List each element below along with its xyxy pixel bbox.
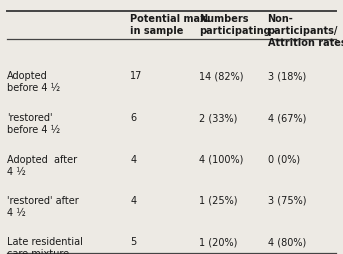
Text: 14 (82%): 14 (82%) bbox=[199, 71, 244, 81]
Text: 4: 4 bbox=[130, 196, 137, 205]
Text: 5: 5 bbox=[130, 237, 137, 247]
Text: 0 (0%): 0 (0%) bbox=[268, 155, 300, 165]
Text: Adopted  after
4 ½: Adopted after 4 ½ bbox=[7, 155, 77, 177]
Text: 1 (25%): 1 (25%) bbox=[199, 196, 237, 205]
Text: 4: 4 bbox=[130, 155, 137, 165]
Text: 6: 6 bbox=[130, 113, 137, 123]
Text: Late residential
care mixture: Late residential care mixture bbox=[7, 237, 83, 254]
Text: 2 (33%): 2 (33%) bbox=[199, 113, 237, 123]
Text: Adopted
before 4 ½: Adopted before 4 ½ bbox=[7, 71, 60, 93]
Text: 17: 17 bbox=[130, 71, 143, 81]
Text: 4 (67%): 4 (67%) bbox=[268, 113, 306, 123]
Text: 'restored'
before 4 ½: 'restored' before 4 ½ bbox=[7, 113, 60, 135]
Text: 1 (20%): 1 (20%) bbox=[199, 237, 237, 247]
Text: Non-
participants/
Attrition rates: Non- participants/ Attrition rates bbox=[268, 14, 343, 48]
Text: 3 (75%): 3 (75%) bbox=[268, 196, 306, 205]
Text: Numbers
participating: Numbers participating bbox=[199, 14, 271, 36]
Text: 4 (100%): 4 (100%) bbox=[199, 155, 243, 165]
Text: 'restored' after
4 ½: 'restored' after 4 ½ bbox=[7, 196, 79, 218]
Text: Potential max.
in sample: Potential max. in sample bbox=[130, 14, 210, 36]
Text: 3 (18%): 3 (18%) bbox=[268, 71, 306, 81]
Text: 4 (80%): 4 (80%) bbox=[268, 237, 306, 247]
